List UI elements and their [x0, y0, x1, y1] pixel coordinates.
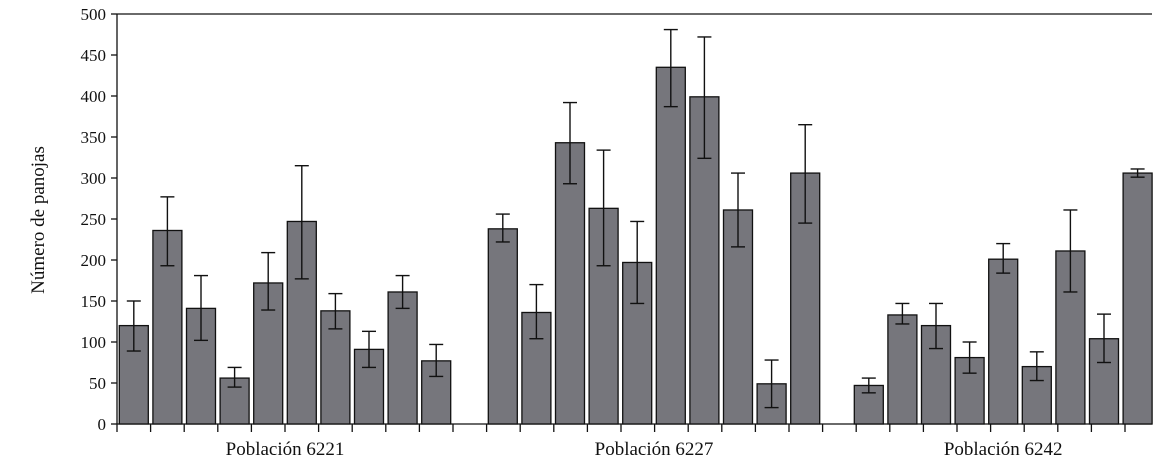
y-tick-label: 450 — [81, 46, 107, 65]
error-bars — [126, 28, 1145, 409]
bar — [887, 314, 918, 425]
bar — [487, 228, 518, 425]
y-tick-label: 200 — [81, 251, 107, 270]
y-tick-label: 250 — [81, 210, 107, 229]
bar — [988, 258, 1019, 425]
bar — [1122, 172, 1153, 425]
y-tick-label: 300 — [81, 169, 107, 188]
y-tick-label: 0 — [98, 415, 107, 434]
bar — [790, 172, 821, 425]
bars — [118, 66, 1153, 425]
y-tick-label: 50 — [89, 374, 106, 393]
group-label: Población 6242 — [944, 439, 1063, 460]
y-tick-label: 100 — [81, 333, 107, 352]
group-label: Población 6221 — [226, 439, 345, 460]
bar — [554, 142, 586, 425]
bar — [622, 261, 653, 425]
y-tick-label: 500 — [81, 5, 107, 24]
y-tick-label: 400 — [81, 87, 107, 106]
bar — [387, 291, 418, 425]
y-axis-title: Número de panojas — [28, 146, 49, 294]
y-tick-label: 350 — [81, 128, 107, 147]
y-tick-label: 150 — [81, 292, 107, 311]
axis-labels: 0 50 100 150 200 250 300 350 400 450 500 Población … — [81, 5, 1063, 460]
group-label: Población 6227 — [595, 439, 714, 460]
bar — [655, 66, 686, 425]
bar — [320, 310, 351, 425]
